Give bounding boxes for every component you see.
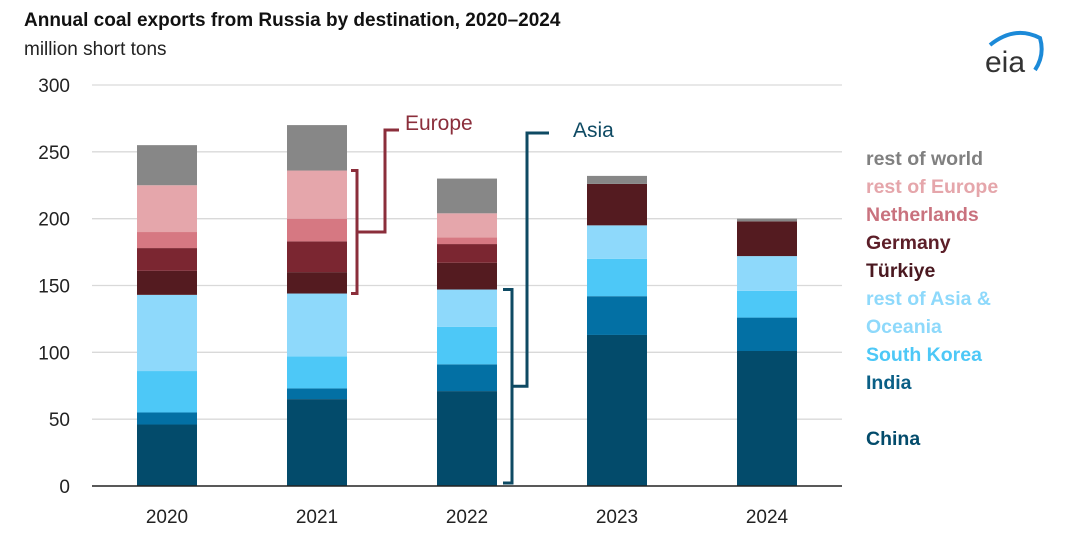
- legend-entry: rest of Asia &: [866, 288, 991, 310]
- legend-entry: South Korea: [866, 344, 982, 366]
- x-tick-label: 2021: [296, 507, 338, 528]
- bar-segment-t-rkiye: [437, 262, 497, 290]
- legend-entry: Türkiye: [866, 260, 936, 282]
- bar-segment-netherlands: [287, 218, 347, 242]
- y-tick-label: 300: [38, 76, 70, 97]
- bar-segment-china: [287, 399, 347, 486]
- bar-segment-china: [587, 334, 647, 486]
- legend-entry: Netherlands: [866, 204, 979, 226]
- asia-bracket: [503, 131, 549, 485]
- x-tick-label: 2024: [746, 507, 789, 528]
- x-tick-label: 2022: [446, 507, 488, 528]
- bar-segment-india: [587, 296, 647, 335]
- europe-label: Europe: [405, 112, 473, 135]
- chart-title: Annual coal exports from Russia by desti…: [24, 10, 561, 31]
- legend-entry: rest of Europe: [866, 176, 999, 198]
- y-tick-label: 200: [38, 210, 70, 231]
- bar-segment-india: [137, 412, 197, 425]
- bar-segment-rest-of-asia-oceania: [437, 289, 497, 327]
- bar-segment-rest-of-world: [287, 125, 347, 171]
- bar-segment-t-rkiye: [137, 270, 197, 295]
- y-tick-label: 250: [38, 143, 70, 164]
- chart-subtitle: million short tons: [24, 39, 167, 60]
- legend: rest of world rest of Europe Netherlands Ge…: [866, 145, 998, 453]
- bar-segment-rest-of-europe: [437, 213, 497, 238]
- bar-segment-rest-of-europe: [287, 170, 347, 219]
- bar-segment-rest-of-europe: [137, 185, 197, 233]
- bar-segment-t-rkiye: [287, 272, 347, 294]
- bar-segment-rest-of-asia-oceania: [587, 225, 647, 259]
- eia-logo-text: eia: [985, 46, 1025, 79]
- bar-segment-rest-of-world: [587, 175, 647, 184]
- bar-segment-india: [437, 364, 497, 392]
- y-tick-label: 50: [49, 410, 70, 431]
- bar-segment-rest-of-asia-oceania: [137, 294, 197, 372]
- legend-entry: Germany: [866, 232, 951, 254]
- bar-segment-china: [137, 424, 197, 486]
- bar-segment-t-rkiye: [587, 183, 647, 226]
- bar-segment-rest-of-asia-oceania: [737, 256, 797, 291]
- asia-label: Asia: [573, 119, 614, 142]
- legend-entry: rest of world: [866, 148, 984, 170]
- y-tick-label: 150: [38, 277, 70, 298]
- bar-segment-rest-of-world: [137, 145, 197, 186]
- bar-segment-t-rkiye: [737, 221, 797, 257]
- legend-entry: Oceania: [866, 316, 942, 338]
- legend-entry: India: [866, 372, 912, 394]
- bar-segment-south-korea: [587, 258, 647, 297]
- legend-entry: China: [866, 428, 921, 450]
- bar-segment-china: [437, 391, 497, 486]
- bar-segment-rest-of-world: [437, 178, 497, 214]
- bar-segment-south-korea: [287, 356, 347, 389]
- y-tick-label: 100: [38, 343, 70, 364]
- bar-segment-netherlands: [437, 237, 497, 245]
- x-tick-label: 2023: [596, 507, 638, 528]
- bar-segment-rest-of-asia-oceania: [287, 293, 347, 357]
- legend-entry: [866, 397, 998, 425]
- bar-segment-germany: [437, 244, 497, 263]
- bar-segment-rest-of-world: [737, 218, 797, 222]
- bar-segment-south-korea: [137, 371, 197, 413]
- bar-segment-india: [737, 317, 797, 351]
- bar-segment-south-korea: [737, 290, 797, 318]
- europe-bracket: [351, 128, 399, 296]
- bar-segment-germany: [287, 241, 347, 273]
- bar-segment-germany: [137, 248, 197, 271]
- bar-segment-netherlands: [137, 232, 197, 249]
- bar-segment-india: [287, 388, 347, 400]
- bar-segment-south-korea: [437, 326, 497, 365]
- bar-segment-china: [737, 350, 797, 486]
- y-tick-label: 0: [59, 477, 70, 498]
- x-tick-label: 2020: [146, 507, 188, 528]
